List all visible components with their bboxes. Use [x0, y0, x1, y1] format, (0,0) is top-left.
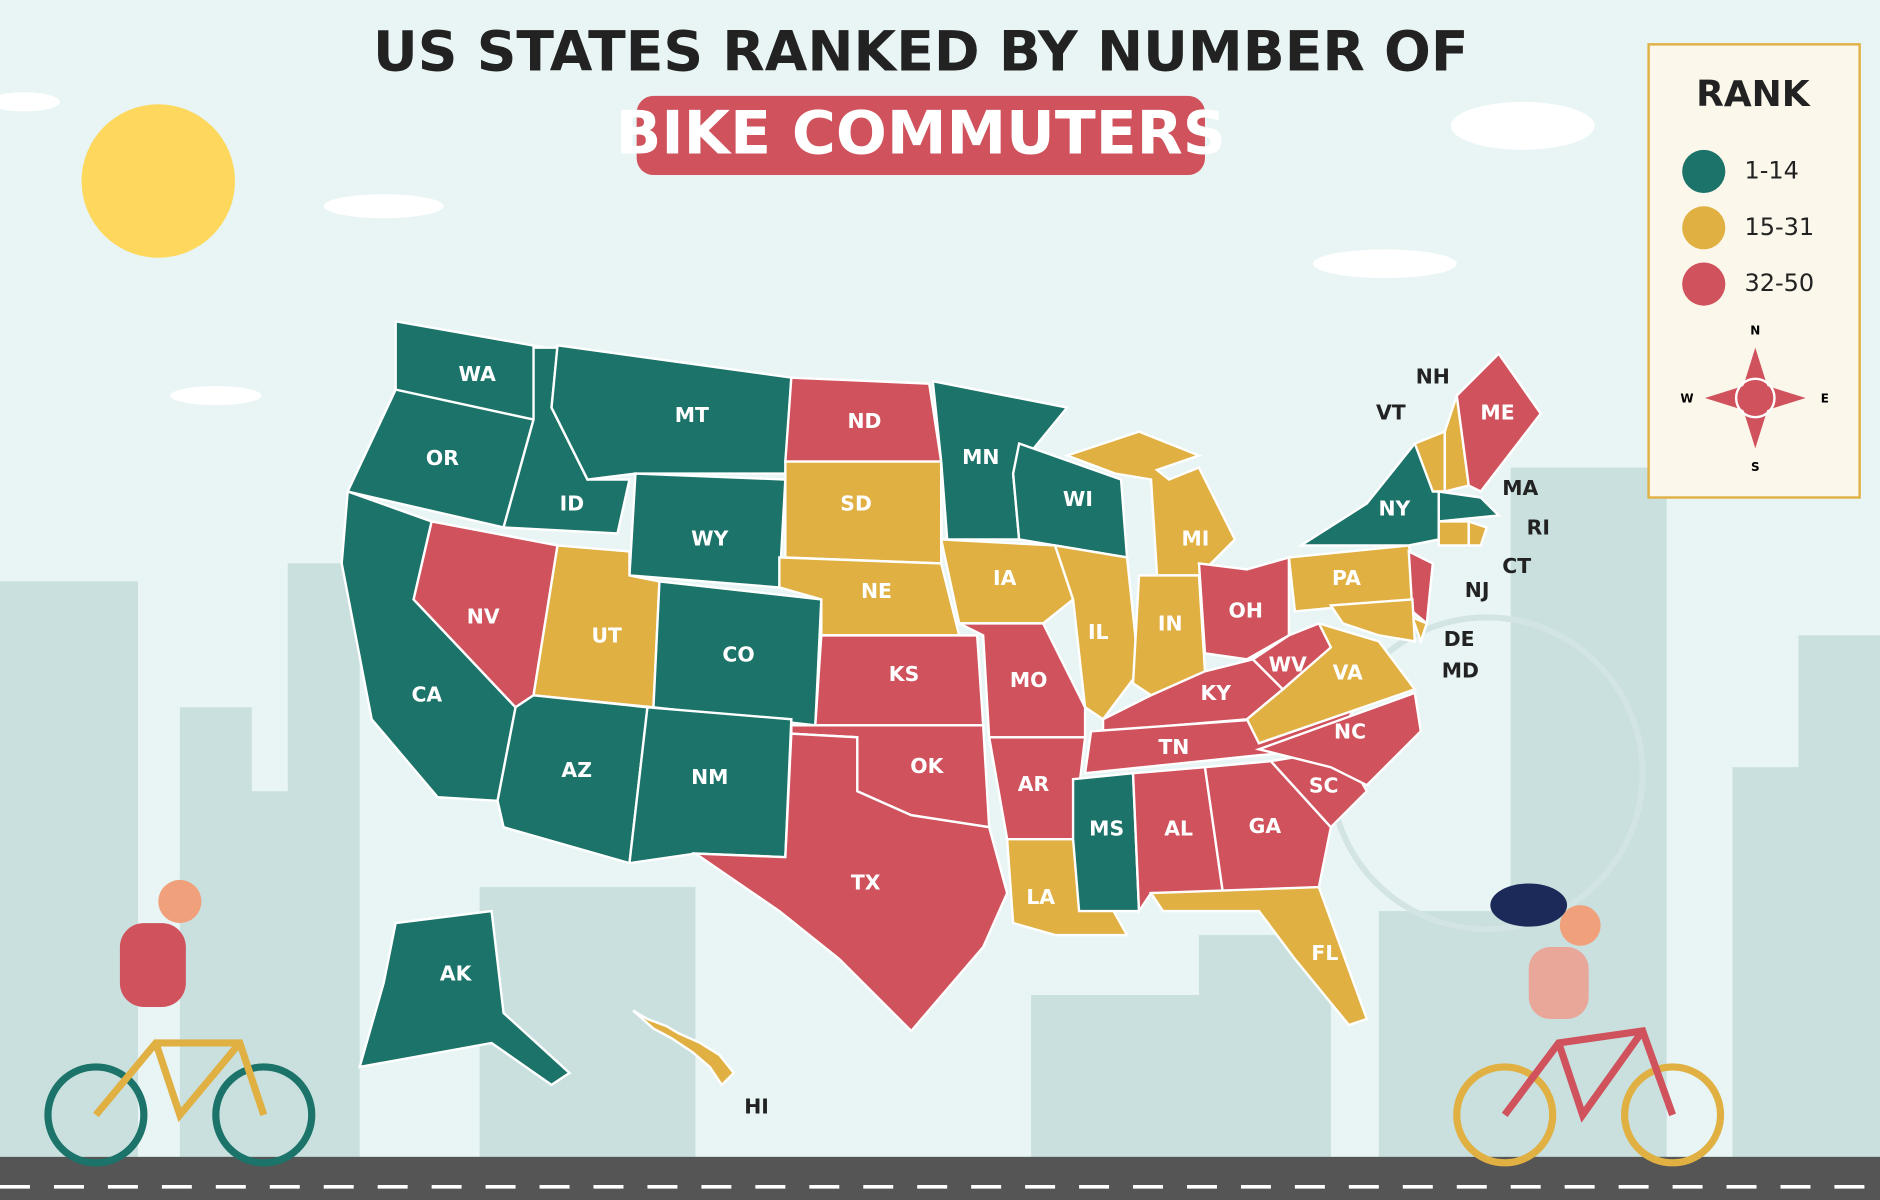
legend-title: RANK [1696, 74, 1811, 115]
state-shape [1071, 771, 1141, 913]
state-label: TN [1158, 735, 1189, 759]
state-label: MS [1089, 817, 1124, 841]
state-shape [1254, 691, 1423, 787]
state-label: WY [691, 526, 728, 550]
compass-w: W [1680, 392, 1693, 406]
state-label: MI [1181, 526, 1209, 550]
state-label: AR [1018, 772, 1050, 796]
state-label: LA [1026, 885, 1055, 909]
state-label: NH [1416, 365, 1450, 389]
state-label: AZ [561, 758, 592, 782]
compass-e: E [1821, 392, 1829, 406]
legend-swatch [1682, 149, 1726, 194]
state-label: MN [962, 445, 999, 469]
state-label: VA [1333, 661, 1363, 685]
state-label: GA [1249, 814, 1282, 838]
state-label: HI [744, 1095, 769, 1119]
clouds [0, 92, 1595, 406]
cyclist-right [1453, 883, 1725, 1167]
state-label: IA [993, 566, 1017, 590]
state-shape [1437, 520, 1470, 547]
state-label: SD [840, 492, 872, 516]
state-label: VT [1376, 401, 1406, 425]
city-skyline [0, 467, 1880, 1163]
state-label: CA [411, 682, 442, 706]
title-line1: US STATES RANKED BY NUMBER OF [373, 20, 1469, 84]
state-label: FL [1311, 941, 1338, 965]
cyclist-left [44, 879, 316, 1167]
state-shape [1467, 519, 1489, 547]
state-label: AL [1164, 817, 1193, 841]
compass: N E S W [1680, 323, 1829, 474]
title-line2: BIKE COMMUTERS [616, 98, 1226, 168]
state-label: WI [1063, 487, 1093, 511]
state-label: OH [1229, 598, 1263, 622]
state-label: CT [1502, 554, 1531, 578]
state-label: NM [691, 765, 728, 789]
compass-s: S [1751, 460, 1760, 474]
state-label: ME [1480, 401, 1514, 425]
compass-n: N [1750, 323, 1760, 337]
state-label: OR [426, 446, 459, 470]
legend-label: 32-50 [1745, 269, 1815, 297]
state-label: ND [847, 409, 881, 433]
state-label: MO [1010, 668, 1048, 692]
state-shape [1328, 598, 1417, 643]
state-label: NV [467, 604, 500, 628]
state-shape [1251, 621, 1333, 691]
state-label: MA [1502, 476, 1538, 500]
state-label: UT [591, 624, 622, 648]
state-label: NC [1334, 719, 1366, 743]
state-label: PA [1332, 566, 1361, 590]
state-label: TX [851, 871, 881, 895]
state-label: CO [722, 643, 754, 667]
sun [81, 104, 235, 258]
state-label: MD [1442, 658, 1479, 682]
state-label: AK [440, 962, 473, 986]
legend-label: 1-14 [1745, 156, 1799, 184]
state-label: WA [459, 362, 497, 386]
state-label: NJ [1465, 578, 1490, 602]
state-shape [1455, 351, 1543, 494]
state-label: KS [889, 662, 919, 686]
road [0, 1156, 1880, 1200]
state-label: SC [1309, 773, 1339, 797]
title-pill [636, 95, 1205, 176]
state-shape [1437, 490, 1502, 523]
state-label: IL [1088, 620, 1109, 644]
state-label: MT [675, 403, 709, 427]
state-shape [632, 1009, 736, 1087]
legend-swatch [1682, 206, 1726, 250]
state-label: IN [1158, 612, 1183, 636]
state-shape [1410, 615, 1429, 646]
state-shape [939, 538, 1075, 625]
state-label: RI [1527, 516, 1550, 540]
legend-swatch [1682, 262, 1726, 306]
state-shape [691, 732, 1009, 1033]
state-label: KY [1200, 681, 1231, 705]
state-label: NY [1379, 496, 1411, 520]
state-label: OK [910, 754, 944, 778]
state-label: NE [861, 579, 892, 603]
state-label: WV [1269, 652, 1307, 676]
state-label: ID [560, 492, 585, 516]
state-shape [358, 909, 572, 1087]
state-shape [1063, 430, 1237, 577]
state-label: DE [1444, 627, 1475, 651]
legend-label: 15-31 [1745, 213, 1815, 241]
state-shape [1148, 885, 1369, 1027]
